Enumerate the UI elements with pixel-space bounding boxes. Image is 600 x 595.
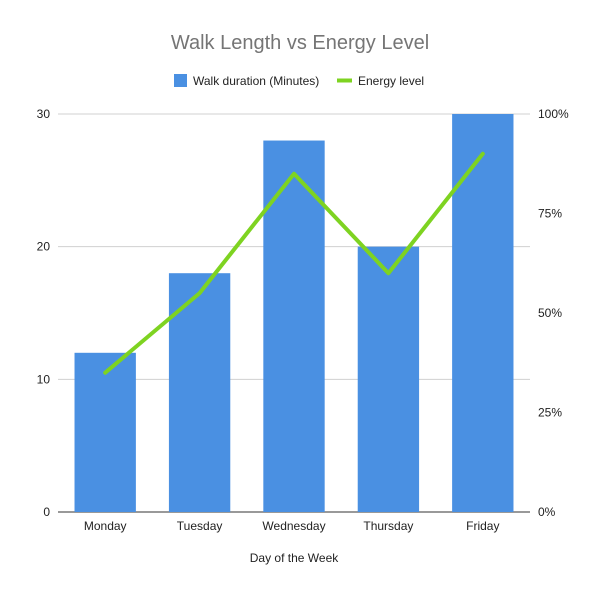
y-axis-right: 0% 25% 50% 75% 100% — [538, 107, 569, 519]
chart-title: Walk Length vs Energy Level — [171, 32, 429, 54]
bar-friday — [452, 114, 514, 512]
y2-tick-label: 100% — [538, 107, 569, 121]
x-tick-label: Tuesday — [177, 519, 223, 533]
bar-monday — [74, 352, 136, 512]
legend-label-walk-duration: Walk duration (Minutes) — [193, 74, 319, 88]
y-tick-label: 10 — [37, 372, 51, 386]
y-tick-label: 30 — [37, 107, 51, 121]
x-tick-label: Thursday — [363, 519, 413, 533]
bar-thursday — [357, 246, 420, 512]
y-tick-label: 0 — [43, 505, 50, 519]
legend-label-energy-level: Energy level — [358, 74, 424, 88]
x-axis-title: Day of the Week — [250, 551, 339, 565]
y2-tick-label: 0% — [538, 505, 556, 519]
legend: Walk duration (Minutes) Energy level — [174, 74, 424, 88]
line-series — [103, 151, 485, 375]
x-tick-label: Wednesday — [262, 519, 325, 533]
bar-tuesday — [168, 273, 231, 512]
x-axis: Monday Tuesday Wednesday Thursday Friday — [84, 519, 500, 533]
y2-tick-label: 50% — [538, 306, 562, 320]
legend-swatch-walk-duration — [174, 74, 187, 87]
x-tick-label: Monday — [84, 519, 127, 533]
y2-tick-label: 25% — [538, 406, 562, 420]
x-tick-label: Friday — [466, 519, 499, 533]
y-axis-left: 0 10 20 30 — [37, 107, 51, 519]
y-tick-label: 20 — [37, 240, 51, 254]
y2-tick-label: 75% — [538, 207, 562, 221]
